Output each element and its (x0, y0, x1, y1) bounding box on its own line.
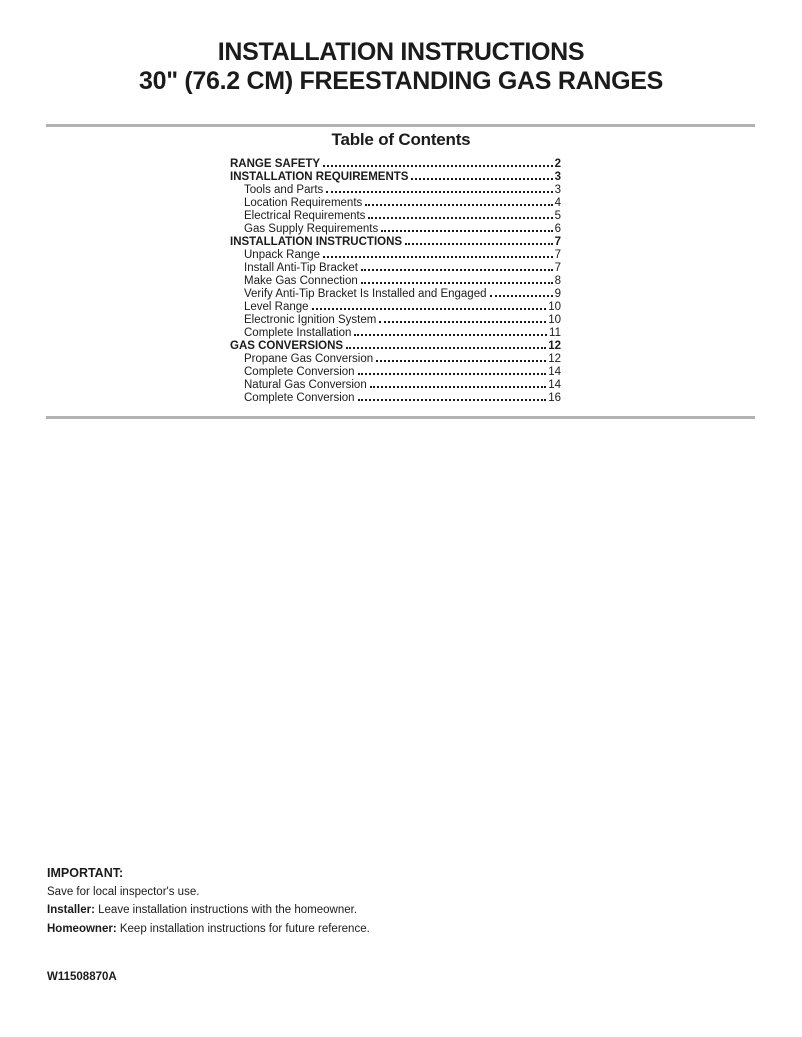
toc-entry-label: Unpack Range (244, 249, 321, 261)
page-title-line2: 30" (76.2 CM) FREESTANDING GAS RANGES (139, 67, 663, 95)
toc-dot-leader (346, 347, 547, 349)
document-number: W11508870A (47, 971, 117, 983)
toc-entry-label: Install Anti-Tip Bracket (244, 262, 358, 274)
toc-entry-page: 5 (554, 210, 561, 222)
toc-dot-leader (311, 308, 547, 310)
installer-label: Installer: (47, 904, 95, 916)
toc-entry-label: Natural Gas Conversion (244, 379, 367, 391)
toc-entry-page: 9 (554, 288, 561, 300)
toc-entry-label: INSTALLATION INSTRUCTIONS (230, 236, 403, 248)
toc-entry-page: 11 (549, 327, 561, 339)
toc-dot-leader (411, 178, 553, 180)
toc-entry: Install Anti-Tip Bracket 7 (230, 262, 561, 275)
toc-dot-leader (489, 295, 553, 297)
toc-entry-page: 3 (554, 171, 561, 183)
toc-entry: Make Gas Connection 8 (230, 275, 561, 288)
toc-dot-leader (368, 217, 553, 219)
toc-entry-label: Level Range (244, 301, 309, 313)
toc-dot-leader (379, 321, 547, 323)
toc-dot-leader (354, 334, 548, 336)
toc-entry-page: 10 (548, 314, 561, 326)
toc-entry-page: 14 (548, 366, 561, 378)
toc-entry-label: Electronic Ignition System (244, 314, 377, 326)
toc-entry: RANGE SAFETY 2 (230, 158, 561, 171)
horizontal-rule-top (46, 124, 755, 127)
toc-entry-page: 2 (554, 158, 561, 170)
page-title: INSTALLATION INSTRUCTIONS 30" (76.2 CM) … (0, 38, 802, 96)
homeowner-label: Homeowner: (47, 922, 117, 935)
toc-entry-label: Verify Anti-Tip Bracket Is Installed and… (244, 288, 487, 300)
toc-entry: Verify Anti-Tip Bracket Is Installed and… (230, 288, 561, 301)
toc-dot-leader (365, 204, 553, 206)
toc-entry-page: 14 (548, 379, 561, 391)
toc-entry: Complete Conversion 16 (230, 392, 561, 405)
toc-entry: Electrical Requirements 5 (230, 210, 561, 223)
toc-entry-page: 12 (548, 340, 561, 352)
toc-entry-label: Location Requirements (244, 197, 363, 209)
toc-entry: GAS CONVERSIONS 12 (230, 340, 561, 353)
toc-entry-label: Tools and Parts (244, 184, 324, 196)
toc-entry-page: 7 (554, 262, 561, 274)
page-title-line1: INSTALLATION INSTRUCTIONS (217, 38, 585, 66)
toc-entry-page: 7 (554, 249, 561, 261)
toc-dot-leader (323, 165, 553, 167)
toc-entry-label: Propane Gas Conversion (244, 353, 374, 365)
toc-entry-page: 12 (548, 353, 561, 365)
toc-entry-label: RANGE SAFETY (230, 158, 321, 170)
toc-entry: INSTALLATION REQUIREMENTS 3 (230, 171, 561, 184)
toc-dot-leader (323, 256, 553, 258)
toc-entry-label: INSTALLATION REQUIREMENTS (230, 171, 409, 183)
toc-heading: Table of Contents (331, 130, 471, 149)
toc-entry-page: 7 (554, 236, 561, 248)
homeowner-text: Keep installation instructions for futur… (116, 922, 370, 935)
installer-text: Leave installation instructions with the… (94, 904, 358, 916)
toc-entry: Tools and Parts 3 (230, 184, 561, 197)
toc-dot-leader (381, 230, 553, 232)
toc-entry: INSTALLATION INSTRUCTIONS 7 (230, 236, 561, 249)
toc-entry-label: Gas Supply Requirements (244, 223, 379, 235)
toc-entry-page: 8 (554, 275, 561, 287)
important-label: IMPORTANT: (47, 866, 124, 880)
toc-dot-leader (376, 360, 547, 362)
toc-entry-label: Make Gas Connection (244, 275, 358, 287)
horizontal-rule-bottom (46, 416, 755, 419)
toc-dot-leader (360, 269, 553, 271)
toc-entry-page: 16 (548, 392, 561, 404)
toc-dot-leader (357, 373, 547, 375)
toc-entry: Complete Installation 11 (230, 327, 561, 340)
toc-entry: Location Requirements 4 (230, 197, 561, 210)
toc-entry: Complete Conversion 14 (230, 366, 561, 379)
toc-entry: Propane Gas Conversion 12 (230, 353, 561, 366)
toc-entry-page: 3 (554, 184, 561, 196)
footer-notes: IMPORTANT: Save for local inspector's us… (47, 864, 370, 938)
toc-entry: Natural Gas Conversion 14 (230, 379, 561, 392)
toc-entry-page: 10 (548, 301, 561, 313)
save-note: Save for local inspector's use. (47, 885, 200, 898)
toc-entry: Gas Supply Requirements 6 (230, 223, 561, 236)
table-of-contents: RANGE SAFETY 2 INSTALLATION REQUIREMENTS 3… (230, 158, 561, 405)
toc-entry-label: Complete Installation (244, 327, 352, 339)
toc-entry: Unpack Range 7 (230, 249, 561, 262)
toc-dot-leader (369, 386, 547, 388)
toc-entry: Level Range 10 (230, 301, 561, 314)
toc-dot-leader (326, 191, 553, 193)
toc-dot-leader (357, 399, 547, 401)
homeowner-note: Homeowner: Keep installation instruction… (47, 920, 370, 939)
toc-entry: Electronic Ignition System 10 (230, 314, 561, 327)
toc-dot-leader (405, 243, 553, 245)
toc-entry-label: GAS CONVERSIONS (230, 340, 344, 352)
toc-dot-leader (360, 282, 553, 284)
toc-entry-page: 4 (554, 197, 561, 209)
installer-note: Installer: Leave installation instructio… (47, 901, 370, 920)
toc-entry-label: Electrical Requirements (244, 210, 366, 222)
toc-entry-page: 6 (554, 223, 561, 235)
toc-entry-label: Complete Conversion (244, 392, 355, 404)
toc-entry-label: Complete Conversion (244, 366, 355, 378)
